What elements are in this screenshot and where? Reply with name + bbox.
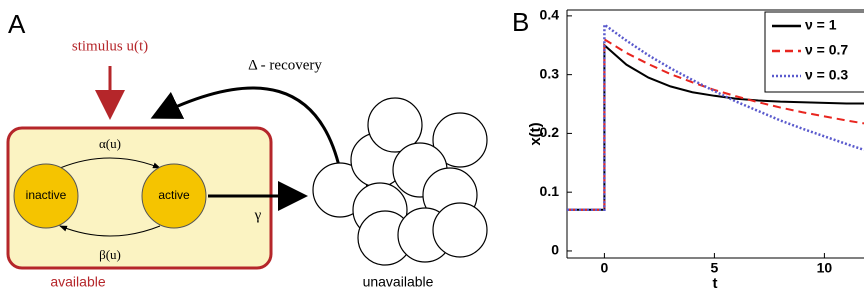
legend-label: ν = 1 [805, 17, 837, 33]
figure: A stimulus u(t) α(u) β(u) inactive activ… [0, 0, 864, 292]
gamma-label: γ [254, 207, 262, 223]
alpha-label: α(u) [99, 136, 121, 151]
unavailable-label: unavailable [363, 274, 434, 290]
recovery-label: Δ - recovery [248, 57, 322, 73]
x-axis-label: t [713, 275, 718, 292]
x-tick-label: 0 [601, 260, 609, 276]
unavailable-cluster [313, 98, 487, 265]
y-tick-label: 0.2 [540, 124, 560, 140]
legend-label: ν = 0.7 [805, 42, 848, 58]
page: {"diagram": {"panel_label": "A", "stimul… [0, 0, 864, 292]
x-tick-label: 5 [711, 260, 719, 276]
inactive-label: inactive [26, 188, 67, 202]
x-tick-label: 10 [817, 260, 833, 276]
y-tick-label: 0 [551, 242, 559, 258]
y-tick-label: 0.3 [540, 65, 560, 81]
panel-label: B [512, 7, 529, 37]
y-tick-label: 0.4 [540, 7, 560, 23]
diagram: A stimulus u(t) α(u) β(u) inactive activ… [8, 9, 487, 290]
beta-label: β(u) [99, 247, 121, 262]
stimulus-label: stimulus u(t) [72, 38, 148, 54]
panel-label: A [8, 9, 26, 39]
y-tick-label: 0.1 [540, 183, 560, 199]
active-label: active [158, 188, 190, 202]
available-label: available [50, 274, 105, 290]
legend-label: ν = 0.3 [805, 67, 848, 83]
